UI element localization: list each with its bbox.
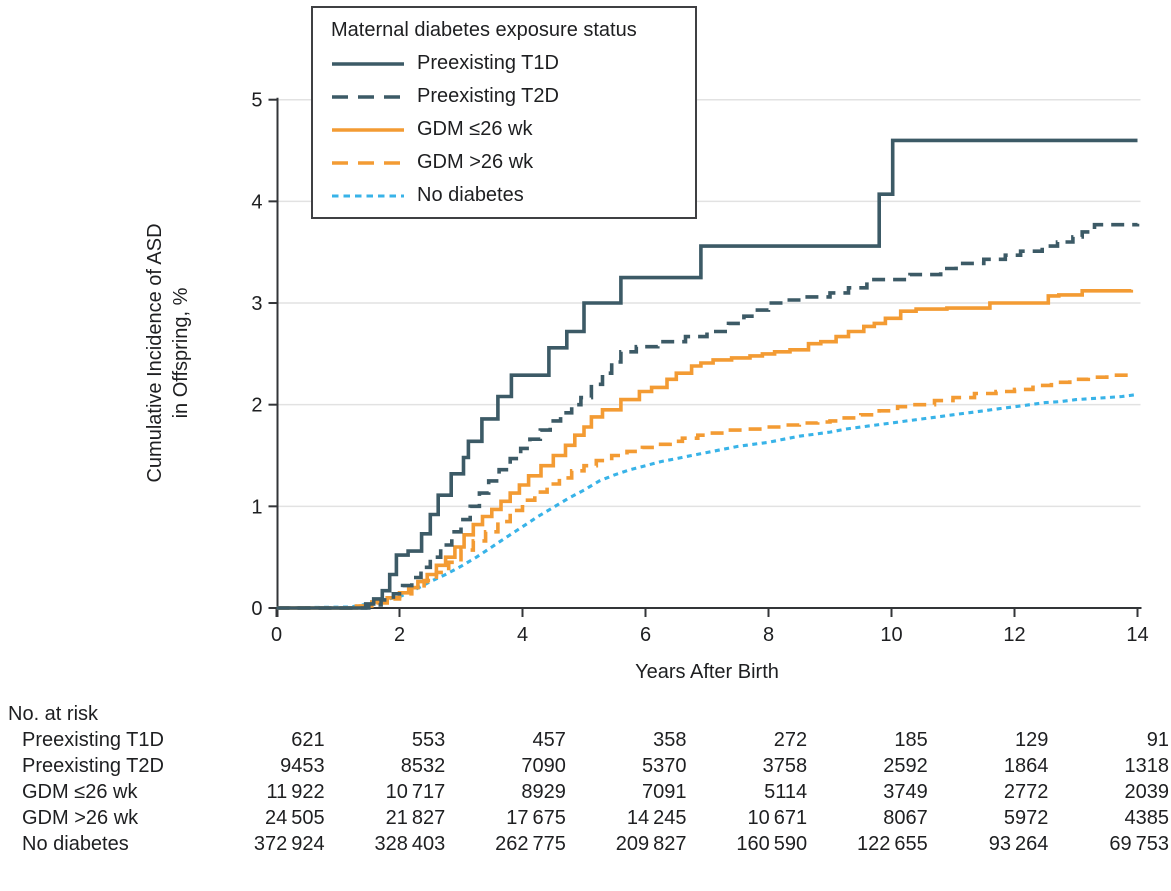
at-risk-row: Preexisting T1D 621 553 457 358 272 185 129 91 [0, 727, 1171, 753]
cumulative-incidence-chart: 0 1 2 3 4 5 0 2 4 6 8 10 12 14 Years After Birth Cumula… [144, 90, 1149, 683]
legend-line-sample-icon [332, 160, 404, 165]
at-risk-value: 8929 [521, 781, 566, 803]
legend-line-sample-icon [332, 61, 404, 66]
legend-title: Maternal diabetes exposure status [331, 19, 637, 41]
at-risk-value: 9453 [280, 755, 325, 777]
at-risk-value: 328 403 [374, 833, 446, 855]
at-risk-header: No. at risk [8, 703, 99, 725]
legend-item-label: GDM ≤26 wk [417, 118, 533, 140]
at-risk-value: 93 264 [988, 833, 1049, 855]
x-axis-title: Years After Birth [635, 661, 779, 683]
at-risk-value: 3749 [883, 781, 928, 803]
at-risk-value: 553 [411, 729, 446, 751]
number-at-risk-table: No. at risk Preexisting T1D 621 553 457 358 2… [0, 701, 1171, 857]
at-risk-value: 209 827 [615, 833, 687, 855]
at-risk-value: 7091 [642, 781, 687, 803]
at-risk-value: 10 671 [747, 807, 808, 829]
at-risk-value: 4385 [1124, 807, 1170, 829]
at-risk-value: 17 675 [506, 807, 566, 829]
legend-line-sample-icon [332, 127, 404, 132]
series-line-preexisting-t1d [276, 138, 1138, 610]
at-risk-value: 5972 [1003, 807, 1049, 829]
at-risk-value: 5114 [764, 781, 808, 803]
at-risk-rows: Preexisting T1D 621 553 457 358 272 185 129 91 Pr… [0, 727, 1171, 857]
y-tick-label: 2 [251, 395, 262, 417]
legend-item-preexisting-t1d: Preexisting T1D [331, 47, 695, 80]
at-risk-row: GDM >26 wk 24 505 21 827 17 675 14 245 10 671… [0, 805, 1171, 831]
at-risk-value: 1864 [1003, 755, 1049, 777]
legend-line-sample-icon [332, 193, 404, 198]
legend-item-no-diabetes: No diabetes [331, 179, 695, 212]
legend-box: Maternal diabetes exposure status Preexi… [311, 6, 697, 219]
at-risk-value: 621 [291, 729, 325, 751]
at-risk-value: 2039 [1124, 781, 1170, 803]
at-risk-value: 1318 [1124, 755, 1170, 777]
x-tick-label: 2 [394, 624, 405, 646]
x-tick-label: 10 [880, 624, 902, 646]
at-risk-row-label: GDM ≤26 wk [22, 781, 138, 803]
series-line-gdm-gt-26wk [276, 373, 1132, 610]
at-risk-value: 24 505 [265, 807, 325, 829]
series-line-gdm-le-26wk [276, 289, 1134, 610]
y-tick-label: 3 [251, 293, 262, 315]
at-risk-value: 2772 [1003, 781, 1049, 803]
y-tick-label: 5 [251, 90, 262, 112]
at-risk-row: Preexisting T2D 9453 8532 7090 5370 3758 2592 1… [0, 753, 1171, 779]
legend-line-sample-icon [332, 94, 404, 99]
at-risk-value: 69 753 [1109, 833, 1169, 855]
x-tick-label: 12 [1003, 624, 1025, 646]
at-risk-value: 8067 [883, 807, 928, 829]
at-risk-value: 457 [532, 729, 566, 751]
at-risk-value: 91 [1146, 729, 1169, 751]
series-line-preexisting-t2d [276, 222, 1140, 610]
y-tick-label: 0 [251, 598, 262, 620]
at-risk-value: 8532 [400, 755, 446, 777]
legend-item-preexisting-t2d: Preexisting T2D [331, 80, 695, 113]
y-axis-title: Cumulative Incidence of ASD in Offspring,… [144, 223, 192, 482]
at-risk-value: 129 [1015, 729, 1049, 751]
at-risk-value: 3758 [762, 755, 808, 777]
at-risk-value: 372 924 [253, 833, 325, 855]
at-risk-value: 2592 [883, 755, 928, 777]
legend-item-label: Preexisting T2D [417, 85, 559, 107]
series-line-no-diabetes [276, 392, 1138, 610]
at-risk-value: 14 245 [626, 807, 687, 829]
at-risk-row-label: Preexisting T2D [22, 755, 164, 777]
x-tick-label: 8 [763, 624, 774, 646]
at-risk-value: 7090 [521, 755, 566, 777]
at-risk-row-label: Preexisting T1D [22, 729, 164, 751]
at-risk-value: 11 922 [266, 781, 325, 803]
x-tick-label: 14 [1126, 624, 1148, 646]
x-tick-label: 0 [271, 624, 282, 646]
at-risk-row-label: No diabetes [22, 833, 129, 855]
at-risk-value: 185 [894, 729, 928, 751]
at-risk-value: 21 827 [385, 807, 446, 829]
y-tick-label: 4 [251, 191, 262, 213]
at-risk-value: 5370 [642, 755, 687, 777]
at-risk-value: 272 [773, 729, 808, 751]
legend-item-gdm-gt-26wk: GDM >26 wk [331, 146, 695, 179]
legend-item-label: GDM >26 wk [417, 151, 534, 173]
at-risk-value: 10 717 [385, 781, 446, 803]
legend-item-label: No diabetes [417, 184, 524, 206]
at-risk-row: No diabetes 372 924 328 403 262 775 209 827 1… [0, 831, 1171, 857]
at-risk-value: 262 775 [495, 833, 566, 855]
at-risk-row: GDM ≤26 wk 11 922 10 717 8929 7091 5114 3749 27… [0, 779, 1171, 805]
at-risk-row-label: GDM >26 wk [22, 807, 139, 829]
at-risk-value: 160 590 [736, 833, 808, 855]
x-tick-label: 6 [640, 624, 651, 646]
at-risk-value: 122 655 [857, 833, 928, 855]
y-tick-label: 1 [251, 496, 262, 518]
legend-item-label: Preexisting T1D [417, 52, 559, 74]
legend-item-gdm-le-26wk: GDM ≤26 wk [331, 113, 695, 146]
at-risk-value: 358 [653, 729, 687, 751]
x-tick-label: 4 [517, 624, 528, 646]
